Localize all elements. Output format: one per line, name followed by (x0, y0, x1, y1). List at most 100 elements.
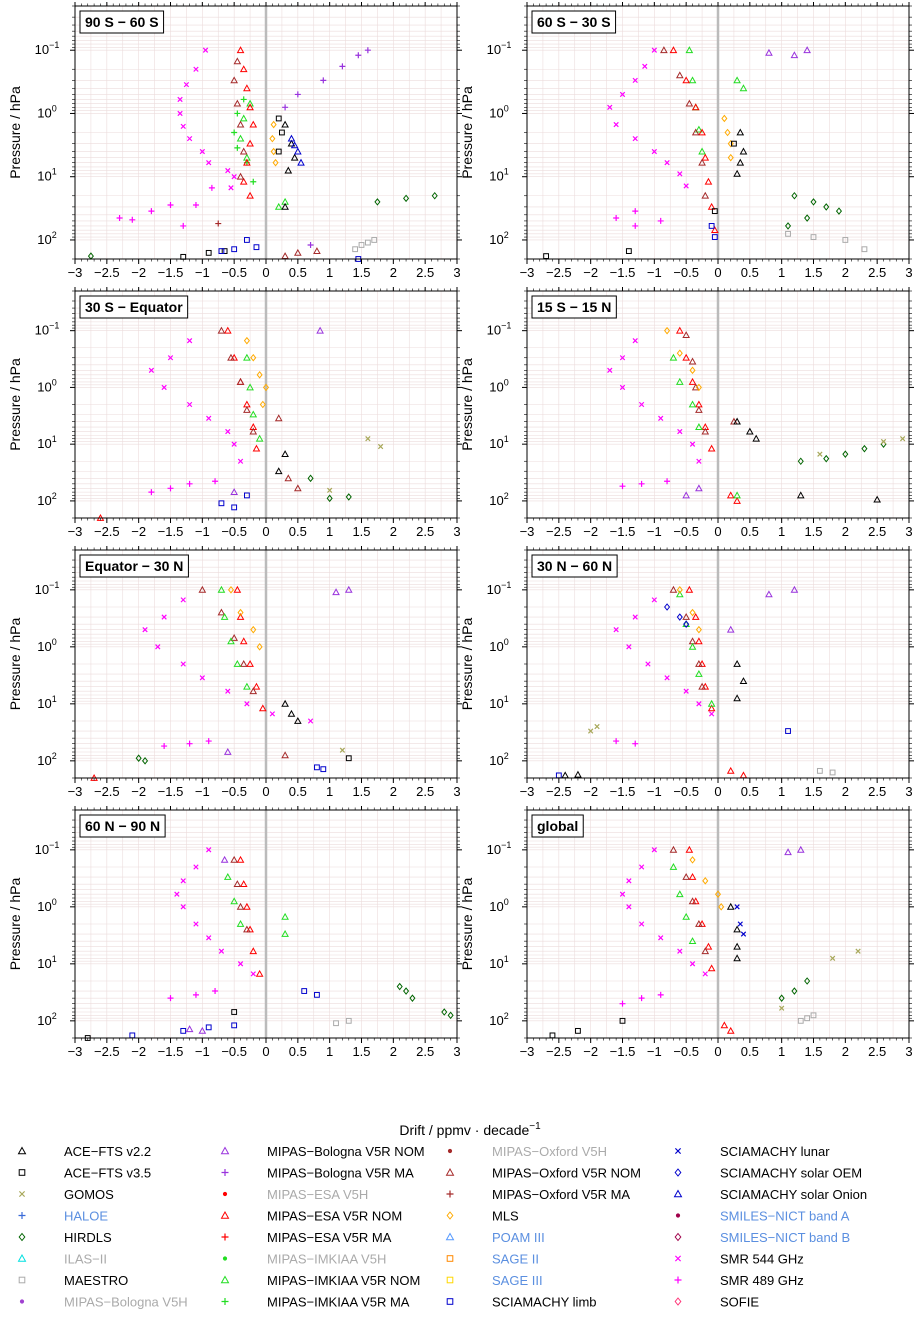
legend-item: MIPAS−ESA V5R MA (221, 1230, 392, 1245)
data-point (675, 377, 684, 385)
legend-marker (447, 1148, 453, 1154)
series-maestro (333, 1017, 352, 1027)
data-point (223, 747, 232, 755)
data-point (682, 353, 691, 361)
panel-title-box (531, 814, 584, 838)
series-smr-489-ghz (116, 184, 215, 229)
data-point (682, 912, 691, 920)
data-point (148, 367, 155, 374)
data-point (249, 947, 258, 955)
data-point (626, 904, 632, 910)
y-axis-label: Pressure / hPa (459, 617, 475, 710)
data-point (358, 242, 365, 248)
legend-item: HALOE (18, 1209, 108, 1224)
data-point (227, 586, 235, 594)
data-point (688, 873, 697, 880)
data-point (180, 597, 186, 603)
data-point (253, 244, 260, 251)
x-tick-label: 2.5 (868, 1044, 886, 1059)
panel-title-box (79, 554, 189, 578)
data-point (677, 171, 683, 177)
x-axis-label: Drift / ppmv · decade−1 (399, 1121, 541, 1138)
panel-4: −3 −2.5 −2 −1.5 −1 −0.5 0 0.5 1 1.5 2 2.5 3 10−1 100 10… (7, 546, 462, 799)
data-point (727, 139, 734, 148)
series-smr-489-ghz (619, 478, 671, 490)
data-point (281, 751, 289, 759)
data-point (704, 942, 713, 950)
x-tick-label: 2 (390, 1044, 397, 1059)
x-tick-label: 2 (842, 524, 849, 539)
data-point (345, 493, 352, 501)
data-point (202, 47, 209, 53)
series-mipas-bologna-v5r-nom (185, 855, 229, 1034)
y-tick-label: 100 (489, 103, 508, 120)
panel-title-text: 60 N − 90 N (85, 818, 160, 834)
data-point (365, 435, 371, 442)
data-point (736, 128, 745, 136)
legend: ACE−FTS v2.2 ACE−FTS v3.5 GOMOS HALOE HIRDLS… (17, 1144, 867, 1310)
data-point (638, 864, 645, 870)
data-point (274, 467, 283, 475)
legend-marker (220, 1210, 230, 1219)
y-tick-label: 10−1 (487, 40, 512, 57)
legend-item: MIPAS−Bologna V5R NOM (220, 1144, 425, 1159)
data-point (685, 845, 694, 853)
series-ace-fts-v3-5 (345, 755, 352, 762)
data-point (287, 134, 296, 142)
x-tick-label: −2 (131, 265, 146, 280)
data-point (403, 987, 410, 995)
panels: −3 −2.5 −2 −1.5 −1 −0.5 0 0.5 1 1.5 2 2.5 310−110010… (7, 2, 914, 1059)
y-tick-label: 102 (489, 230, 508, 247)
data-point (707, 444, 716, 452)
y-tick-label: 10−1 (487, 580, 512, 597)
data-point (638, 995, 645, 1002)
data-point (689, 441, 696, 447)
data-point (231, 441, 237, 447)
legend-marker (674, 1297, 682, 1306)
y-tick-label: 102 (489, 751, 508, 768)
data-point (726, 625, 735, 633)
x-tick-label: −0.5 (673, 265, 699, 280)
x-tick-label: −2 (131, 784, 146, 799)
series-mipas-oxford-v5r-nom (660, 46, 710, 199)
x-tick-label: 1.5 (352, 1044, 370, 1059)
data-point (726, 766, 735, 774)
panel-1: −3 −2.5 −2 −1.5 −1 −0.5 0 0.5 1 1.5 2 2.5 3 10−1 100 10… (459, 2, 914, 280)
data-point (855, 948, 861, 954)
data-point (676, 349, 683, 358)
data-point (803, 46, 811, 54)
x-tick-label: 0 (262, 524, 269, 539)
data-point (345, 755, 352, 762)
data-point (711, 234, 718, 240)
panel-6: −3 −2.5 −2 −1.5 −1 −0.5 0 0.5 1 1.5 2 2.5 3 10−1 100 10… (7, 806, 462, 1059)
data-point (333, 1020, 339, 1027)
series-smr-544-ghz (613, 597, 715, 717)
data-point (231, 174, 237, 180)
series-sciamachy-limb (218, 492, 250, 511)
legend-item: MIPAS−IMKIAA V5H (222, 1252, 386, 1267)
data-point (198, 585, 207, 593)
x-tick-label: −2.5 (94, 784, 120, 799)
y-tick-label: 102 (37, 491, 56, 508)
data-point (797, 1017, 804, 1024)
data-point (701, 427, 710, 435)
legend-item: ACE−FTS v2.2 (17, 1144, 151, 1159)
series-mipas-esa-v5r-nom (675, 326, 741, 504)
legend-label: SAGE II (492, 1252, 539, 1267)
x-tick-label: 1.5 (352, 265, 370, 280)
data-point (227, 637, 235, 645)
data-point (702, 877, 709, 885)
data-point (270, 147, 277, 156)
legend-label: SMR 544 GHz (720, 1252, 804, 1267)
y-tick-label: 101 (37, 434, 56, 451)
data-point (141, 757, 149, 765)
series-hirdls (797, 440, 887, 466)
data-point (186, 337, 193, 344)
legend-marker (222, 1191, 228, 1197)
legend-item: SMILES−NICT band A (675, 1209, 850, 1224)
series-sciamachy-solar-oem (664, 603, 690, 628)
x-tick-label: −2.5 (94, 1044, 120, 1059)
data-point (225, 428, 231, 435)
data-point (314, 991, 320, 998)
x-tick-label: 3 (905, 265, 912, 280)
